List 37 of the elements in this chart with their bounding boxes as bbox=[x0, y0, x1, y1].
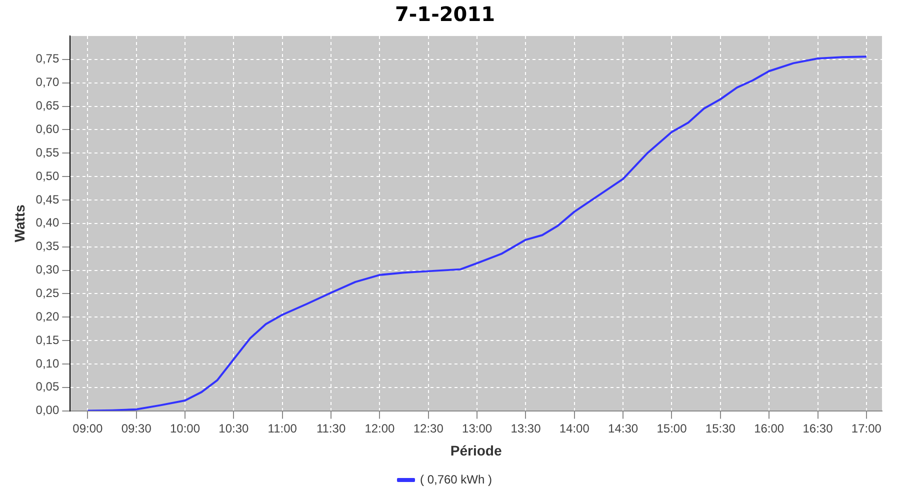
x-tick-label: 17:00 bbox=[851, 421, 882, 436]
y-tick-label: 0,00 bbox=[36, 403, 60, 418]
x-tick-label: 10:00 bbox=[170, 421, 200, 436]
x-tick-label: 12:30 bbox=[413, 421, 444, 436]
y-tick-label: 0,35 bbox=[36, 239, 60, 254]
x-tick-label: 13:00 bbox=[462, 421, 492, 436]
y-tick-label: 0,15 bbox=[36, 332, 60, 347]
y-axis-title: Watts bbox=[11, 204, 28, 242]
x-tick-label: 11:30 bbox=[316, 421, 346, 436]
x-tick-label: 16:00 bbox=[754, 421, 784, 436]
y-tick-label: 0,20 bbox=[36, 309, 60, 324]
legend-label: ( 0,760 kWh ) bbox=[420, 472, 492, 486]
x-tick-label: 10:30 bbox=[218, 421, 250, 436]
y-tick-label: 0,75 bbox=[36, 52, 60, 66]
y-tick-label: 0,10 bbox=[36, 356, 60, 370]
y-tick-label: 0,50 bbox=[36, 168, 60, 183]
y-tick-label: 0,25 bbox=[36, 286, 60, 300]
y-tick-label: 0,30 bbox=[36, 262, 60, 277]
x-tick-label: 15:00 bbox=[656, 421, 688, 436]
x-axis-title: Période bbox=[450, 442, 502, 458]
y-tick-label: 0,40 bbox=[36, 216, 60, 230]
x-tick-label: 15:30 bbox=[705, 421, 736, 436]
y-tick-label: 0,65 bbox=[36, 98, 60, 113]
y-tick-label: 0,70 bbox=[36, 75, 60, 90]
y-tick-label: 0,60 bbox=[36, 122, 60, 136]
x-tick-label: 12:00 bbox=[364, 421, 396, 436]
x-tick-label: 14:30 bbox=[608, 421, 638, 436]
y-tick-label: 0,55 bbox=[36, 145, 60, 160]
x-tick-label: 14:00 bbox=[559, 421, 590, 436]
chart-title: 7-1-2011 bbox=[394, 2, 496, 26]
y-tick-label: 0,05 bbox=[36, 380, 60, 394]
x-tick-label: 11:00 bbox=[268, 421, 298, 436]
x-tick-label: 16:30 bbox=[802, 421, 834, 436]
x-tick-label: 09:30 bbox=[121, 421, 152, 436]
x-tick-label: 13:30 bbox=[510, 421, 542, 436]
x-tick-label: 09:00 bbox=[72, 421, 104, 436]
y-tick-label: 0,45 bbox=[36, 192, 60, 206]
